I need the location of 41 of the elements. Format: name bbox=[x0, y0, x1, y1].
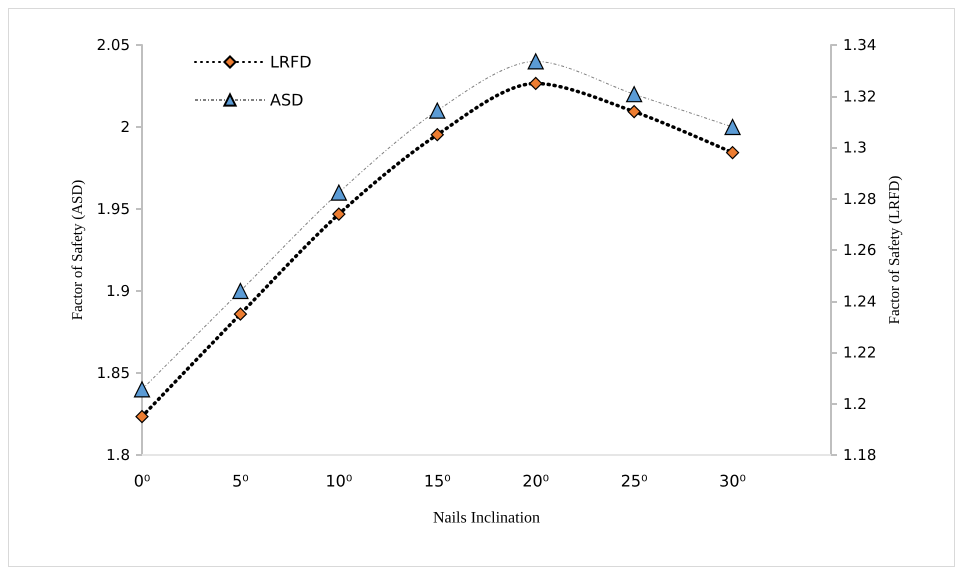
y2-tick-label: 1.28 bbox=[843, 190, 876, 208]
y2-tick-label: 1.18 bbox=[843, 446, 876, 464]
x-tick-label: 25⁰ bbox=[620, 472, 648, 490]
point bbox=[330, 184, 347, 201]
point bbox=[234, 307, 248, 321]
x-tick-label: 30⁰ bbox=[719, 472, 746, 490]
y-tick-label: 1.95 bbox=[96, 200, 130, 218]
point bbox=[429, 102, 446, 119]
x-tick-label: 20⁰ bbox=[522, 472, 550, 490]
y-tick-label: 1.8 bbox=[106, 446, 130, 464]
y2-tick-label: 1.2 bbox=[843, 394, 867, 413]
point bbox=[332, 208, 346, 221]
y-tick-label: 1.85 bbox=[96, 364, 130, 382]
point bbox=[724, 118, 741, 136]
y-axis-title: Factor of Safety (ASD) bbox=[70, 180, 86, 320]
point bbox=[528, 53, 544, 70]
x-tick-label: 5⁰ bbox=[232, 472, 249, 490]
x-tick-label: 15⁰ bbox=[424, 472, 451, 490]
y2-tick-label: 1.26 bbox=[843, 241, 876, 259]
point bbox=[628, 105, 641, 118]
legend-label: LRFD bbox=[270, 52, 312, 72]
point bbox=[626, 86, 642, 102]
y2-axis-title: Factor of Safety (LRFD) bbox=[886, 176, 903, 324]
point bbox=[134, 381, 150, 398]
y2-tick-label: 1.34 bbox=[843, 36, 876, 54]
y-tick-label: 2 bbox=[120, 118, 130, 136]
y2-tick-label: 1.22 bbox=[843, 344, 876, 362]
y2-tick-label: 1.3 bbox=[843, 138, 867, 156]
y2-tick-label: 1.24 bbox=[843, 292, 876, 310]
point bbox=[430, 128, 444, 142]
x-tick-label: 10⁰ bbox=[325, 472, 352, 490]
x-axis-title: Nails Inclination bbox=[432, 510, 540, 526]
point bbox=[726, 146, 740, 160]
y2-tick-label: 1.32 bbox=[843, 87, 876, 106]
point bbox=[232, 282, 249, 300]
y-tick-label: 2.05 bbox=[96, 36, 130, 54]
x-tick-label: 0⁰ bbox=[134, 472, 150, 490]
point bbox=[135, 410, 149, 424]
y-tick-label: 1.9 bbox=[106, 282, 130, 300]
point bbox=[529, 76, 542, 90]
legend-label: ASD bbox=[270, 90, 304, 110]
